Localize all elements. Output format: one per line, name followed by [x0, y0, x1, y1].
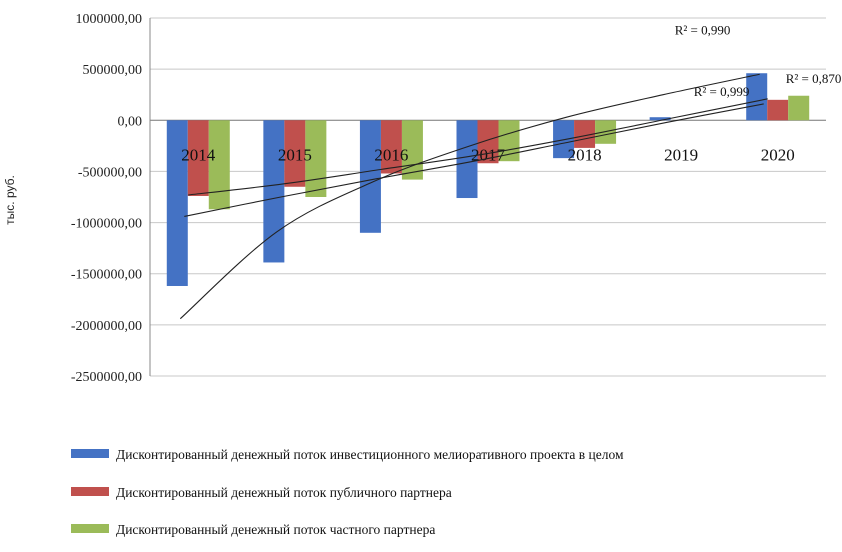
x-axis-ticks: 2014 2015 2016 2017 2018 2019 2020 [181, 145, 794, 164]
bar-series-3-2020 [788, 95, 810, 121]
bar-series-2-2020 [767, 99, 789, 121]
bar-series-2-2018 [574, 120, 596, 148]
y-tick-label: -2500000,00 [71, 370, 142, 385]
bar-series-3-2015 [305, 120, 327, 197]
gridlines [149, 17, 826, 377]
bar-series-3-2014 [208, 120, 230, 210]
x-tick-label: 2015 [278, 145, 312, 164]
legend-swatch [71, 449, 109, 458]
r-squared-label: R² = 0,870 [786, 71, 842, 86]
x-tick-label: 2014 [181, 145, 216, 164]
bar-series-1-2017 [456, 120, 478, 199]
bar-series-2-2016 [380, 120, 402, 174]
y-tick-label: -1000000,00 [71, 217, 142, 232]
bar-series-1-2016 [359, 120, 381, 233]
bar-series-2-2014 [187, 120, 209, 196]
x-tick-label: 2019 [664, 145, 698, 164]
y-tick-label: 500000,00 [83, 63, 143, 78]
trendlines: R² = 0,990 R² = 0,999 R² = 0,870 [179, 22, 842, 320]
legend-swatch [71, 487, 109, 496]
legend-swatch [71, 524, 109, 533]
x-tick-label: 2020 [761, 145, 795, 164]
trendline-3 [188, 98, 768, 196]
trendline-1 [179, 73, 760, 320]
y-tick-label: 0,00 [118, 114, 143, 129]
legend-label: Дисконтированный денежный поток частного… [116, 522, 435, 537]
y-axis-label: тыс. руб. [3, 175, 17, 225]
bar-series-3-2016 [401, 120, 423, 180]
x-tick-label: 2018 [568, 145, 602, 164]
legend-label: Дисконтированный денежный поток инвестиц… [116, 447, 624, 462]
r-squared-label: R² = 0,990 [675, 22, 731, 37]
trendline-2 [184, 103, 764, 217]
bar-series-1-2015 [263, 120, 285, 263]
y-tick-label: 1000000,00 [76, 12, 143, 27]
y-axis-ticks: 1000000,00 500000,00 0,00 -500000,00 -100000… [71, 12, 142, 385]
legend: Дисконтированный денежный поток инвестиц… [71, 447, 624, 537]
x-tick-label: 2017 [471, 145, 506, 164]
bars [166, 73, 810, 286]
bar-series-1-2019 [649, 117, 671, 121]
bar-series-2-2015 [284, 120, 306, 187]
bar-series-1-2020 [746, 73, 768, 121]
x-tick-label: 2016 [374, 145, 408, 164]
y-tick-label: -1500000,00 [71, 268, 142, 283]
bar-series-1-2014 [166, 120, 188, 286]
y-tick-label: -2000000,00 [71, 319, 142, 334]
legend-label: Дисконтированный денежный поток публично… [116, 485, 452, 500]
y-tick-label: -500000,00 [78, 165, 142, 180]
r-squared-label: R² = 0,999 [694, 84, 750, 99]
